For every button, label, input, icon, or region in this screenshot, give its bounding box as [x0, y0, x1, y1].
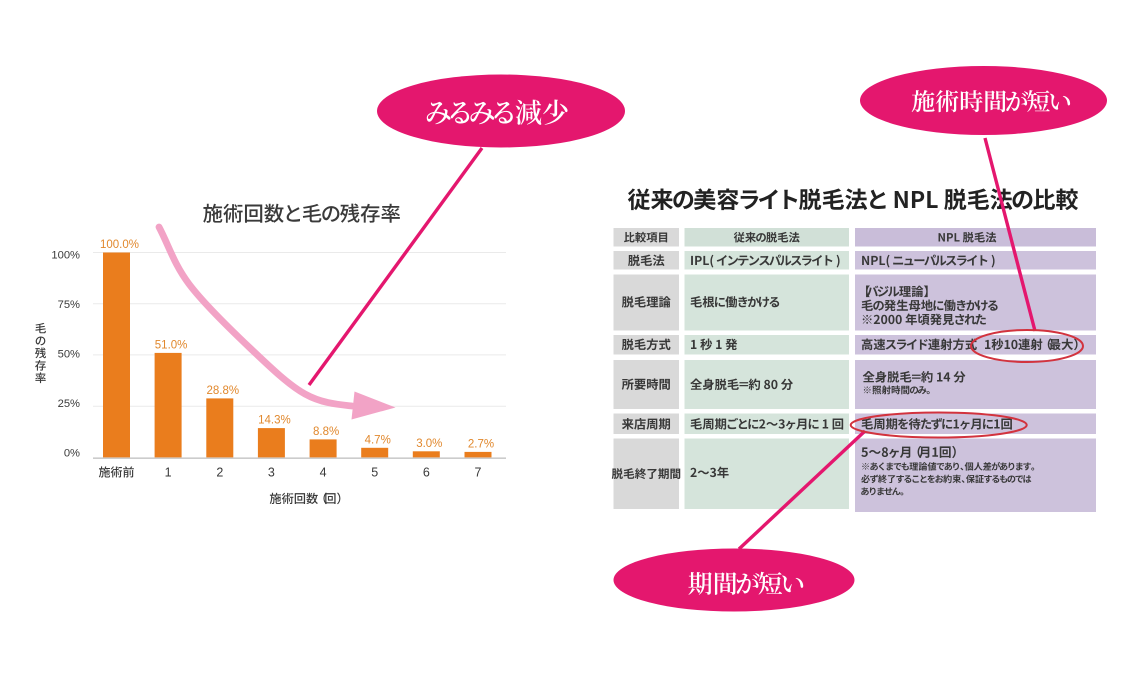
svg-text:6: 6: [423, 466, 430, 480]
svg-text:100.0%: 100.0%: [100, 239, 139, 251]
svg-text:4: 4: [320, 466, 327, 480]
svg-text:8.8%: 8.8%: [313, 426, 339, 438]
svg-text:50%: 50%: [58, 349, 80, 361]
svg-text:7: 7: [475, 466, 482, 480]
svg-text:75%: 75%: [58, 299, 80, 311]
svg-text:3: 3: [268, 466, 275, 480]
svg-text:5: 5: [371, 466, 378, 480]
svg-text:1: 1: [165, 466, 172, 480]
svg-text:2: 2: [216, 466, 223, 480]
svg-text:28.8%: 28.8%: [206, 385, 239, 397]
svg-text:3.0%: 3.0%: [416, 438, 442, 450]
svg-text:0%: 0%: [64, 448, 80, 460]
svg-text:2.7%: 2.7%: [468, 438, 494, 450]
svg-text:51.0%: 51.0%: [155, 339, 188, 351]
svg-text:4.7%: 4.7%: [365, 434, 391, 446]
svg-text:100%: 100%: [51, 250, 80, 262]
svg-text:14.3%: 14.3%: [258, 415, 291, 427]
svg-text:25%: 25%: [58, 398, 80, 410]
